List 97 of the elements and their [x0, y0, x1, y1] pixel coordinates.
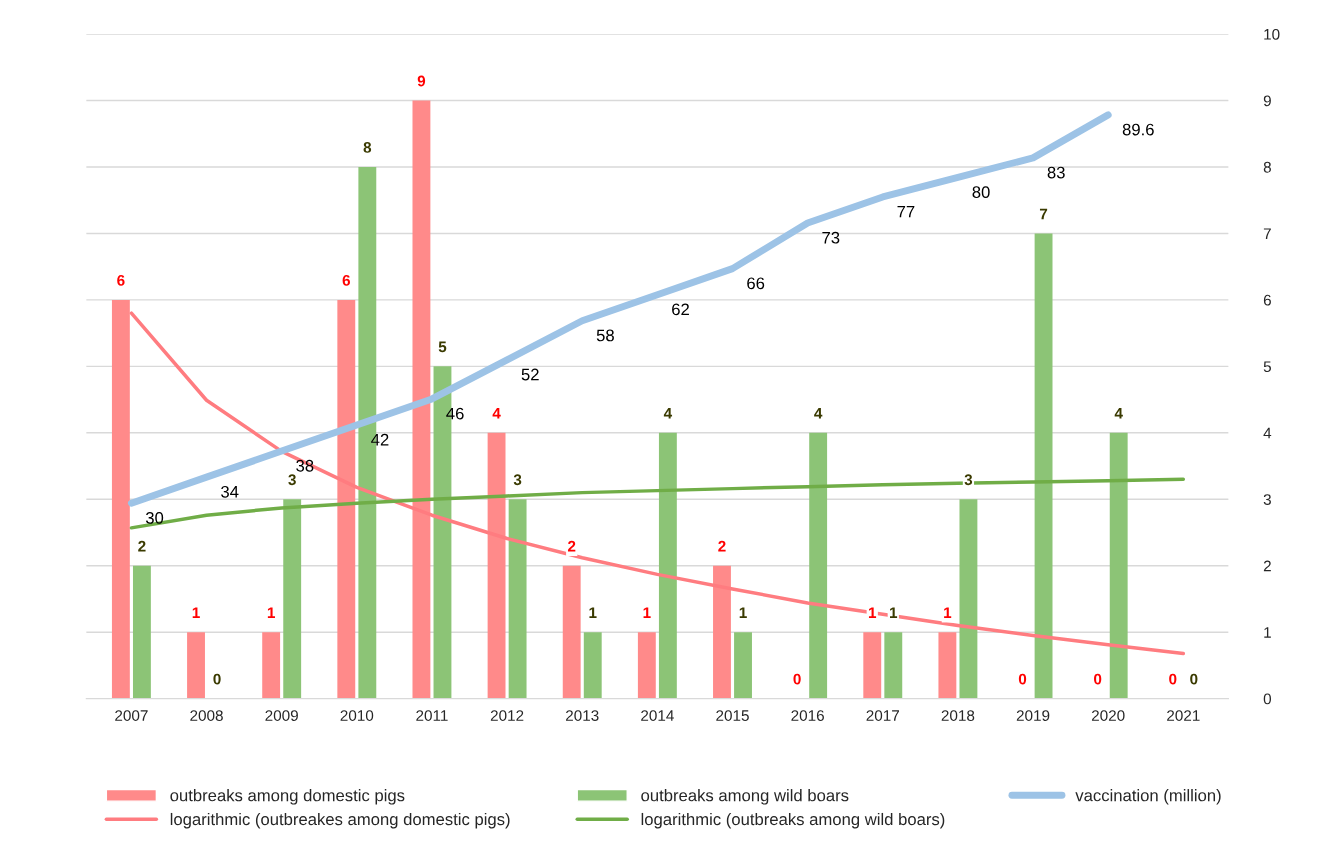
data-label: 62 — [672, 303, 689, 316]
data-label: 0 — [213, 673, 221, 685]
bar — [809, 432, 828, 699]
data-label: 0 — [1190, 673, 1198, 685]
bar — [1034, 233, 1053, 699]
data-label: 0 — [793, 673, 801, 685]
x-tick-label: 2008 — [190, 710, 223, 721]
data-label: 80 — [972, 186, 990, 198]
data-label: 6 — [342, 274, 350, 286]
data-label: 1 — [890, 607, 898, 618]
bar — [508, 499, 527, 699]
data-label: 34 — [221, 485, 239, 498]
legend-label: vaccination (million) — [1075, 789, 1221, 805]
data-label: 9 — [417, 75, 426, 87]
y-tick-label: 7 — [1263, 228, 1271, 239]
data-label: 2 — [138, 540, 146, 552]
bar — [637, 632, 656, 699]
bar — [734, 632, 752, 699]
x-tick-label: 2014 — [641, 710, 674, 721]
bar — [487, 432, 506, 699]
y-tick-label: 4 — [1263, 427, 1272, 439]
data-label: 1 — [739, 607, 747, 618]
data-label: 0 — [1094, 673, 1102, 685]
data-label: 0 — [1169, 673, 1177, 685]
y-tick-label: 3 — [1263, 494, 1271, 505]
legend-label: logarithmic (outbreakes among domestic pigs) — [170, 812, 510, 829]
bar — [412, 100, 431, 699]
data-label: 4 — [663, 408, 673, 419]
y-tick-label: 0 — [1263, 693, 1272, 705]
x-tick-label: 2013 — [566, 710, 599, 721]
bar — [658, 432, 677, 699]
bar — [132, 565, 151, 699]
x-tick-label: 2019 — [1016, 710, 1050, 721]
data-label: 4 — [814, 408, 823, 419]
data-label: 2 — [718, 540, 726, 552]
x-tick-label: 2021 — [1167, 710, 1200, 721]
data-label: 1 — [944, 607, 952, 618]
bar — [262, 632, 281, 699]
data-label: 1 — [192, 607, 200, 618]
y-tick-label: 6 — [1263, 294, 1271, 306]
data-label: 7 — [1039, 208, 1048, 220]
legend-label: outbreaks among domestic pigs — [170, 789, 405, 805]
data-label: 2 — [567, 540, 576, 552]
bar — [1109, 432, 1128, 699]
data-label: 4 — [1114, 408, 1123, 419]
x-tick-label: 2015 — [716, 710, 749, 721]
data-label: 3 — [513, 474, 522, 486]
data-label: 30 — [145, 511, 164, 524]
data-label: 66 — [747, 277, 765, 290]
y-tick-label: 9 — [1263, 95, 1271, 107]
data-label: 38 — [296, 459, 314, 472]
x-tick-label: 2017 — [866, 710, 899, 721]
x-tick-label: 2012 — [490, 710, 524, 721]
data-label: 0 — [1018, 673, 1027, 685]
y-tick-label: 2 — [1263, 560, 1271, 572]
y-tick-label: 10 — [1264, 28, 1280, 40]
bar — [938, 632, 957, 699]
bar — [187, 632, 205, 699]
x-tick-label: 2020 — [1091, 710, 1125, 721]
x-tick-label: 2018 — [941, 710, 975, 721]
data-label: 1 — [643, 607, 651, 618]
data-label: 73 — [822, 231, 840, 244]
data-label: 58 — [596, 329, 614, 342]
bar — [863, 632, 882, 699]
data-label: 5 — [438, 341, 447, 353]
data-label: 77 — [897, 205, 915, 218]
data-label: 3 — [964, 474, 973, 486]
x-tick-label: 2007 — [115, 710, 148, 721]
data-label: 1 — [589, 607, 597, 618]
y-tick-label: 8 — [1263, 161, 1271, 173]
legend-label: outbreaks among wild boars — [641, 789, 849, 805]
y-tick-label: 1 — [1264, 627, 1271, 638]
bar — [111, 299, 130, 699]
bar — [562, 565, 581, 699]
data-label: 46 — [446, 407, 464, 420]
data-label: 3 — [288, 474, 296, 486]
y-tick-label: 5 — [1263, 361, 1271, 373]
bar — [884, 632, 903, 699]
data-label: 89.6 — [1122, 123, 1154, 136]
data-label: 6 — [117, 274, 125, 286]
x-tick-label: 2009 — [265, 710, 298, 721]
bar — [713, 565, 731, 699]
data-label: 83 — [1047, 166, 1065, 179]
data-label: 4 — [492, 408, 501, 419]
x-tick-label: 2016 — [791, 710, 824, 721]
x-tick-label: 2011 — [416, 710, 448, 721]
data-label: 8 — [363, 142, 372, 153]
bar — [959, 499, 978, 699]
data-label: 52 — [521, 368, 539, 381]
bar — [583, 632, 602, 699]
legend-label: logarithmic (outbreaks among wild boars) — [641, 812, 945, 829]
x-tick-label: 2010 — [340, 710, 374, 721]
bar — [283, 499, 302, 699]
data-label: 1 — [868, 607, 877, 618]
bar — [337, 299, 356, 699]
data-label: 1 — [267, 607, 275, 618]
data-label: 42 — [371, 433, 389, 446]
